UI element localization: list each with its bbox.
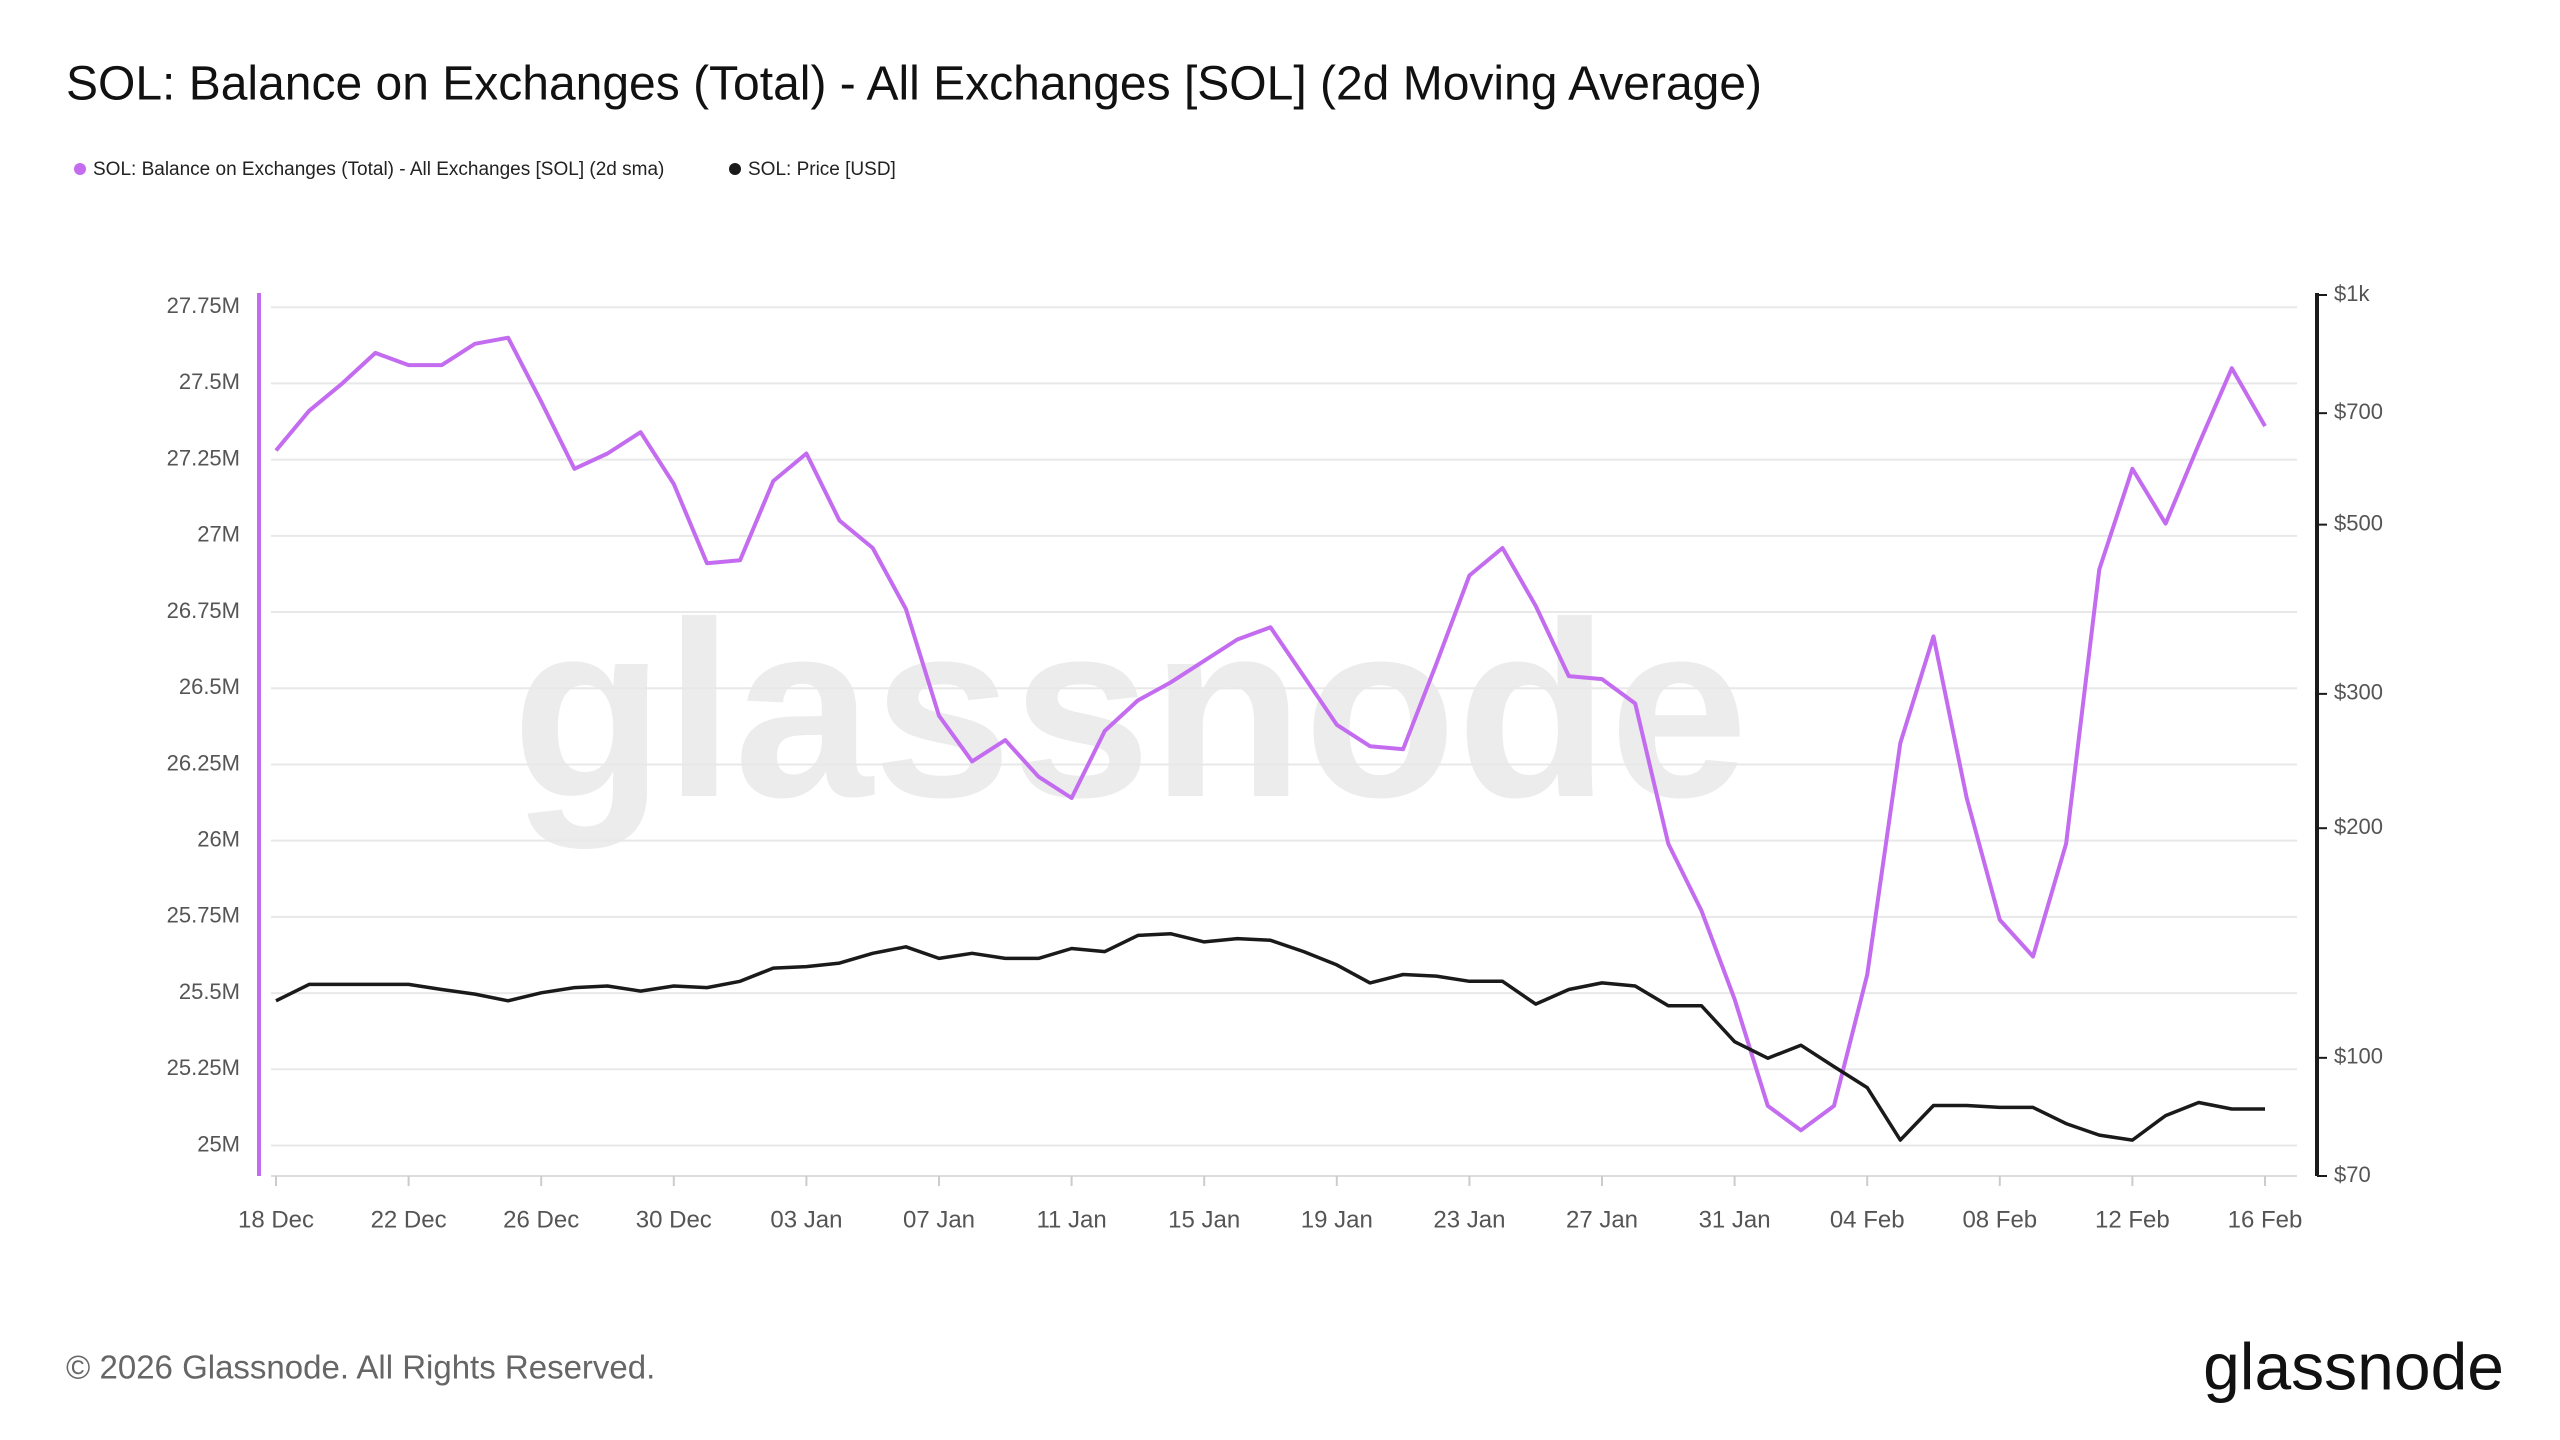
y-tick-label: 25.5M (179, 979, 240, 1004)
x-tick-label: 12 Feb (2095, 1206, 2170, 1233)
x-tick-label: 22 Dec (371, 1206, 447, 1233)
y-tick-label: 25.75M (167, 903, 240, 928)
x-tick-label: 18 Dec (238, 1206, 314, 1233)
y-tick-label: 26M (197, 826, 240, 851)
x-tick-label: 27 Jan (1566, 1206, 1638, 1233)
y-tick-label: 27.5M (179, 369, 240, 394)
x-tick-label: 04 Feb (1830, 1206, 1905, 1233)
y-tick-label: 26.75M (167, 598, 240, 623)
series-line (274, 335, 2267, 1133)
x-tick-label: 31 Jan (1699, 1206, 1771, 1233)
x-tick-label: 11 Jan (1036, 1206, 1106, 1233)
y2-tick-label: $70 (2334, 1162, 2371, 1187)
y-tick-label: 27.75M (167, 293, 240, 318)
legend-swatch (729, 163, 741, 175)
x-tick-label: 26 Dec (503, 1206, 579, 1233)
legend-label: SOL: Price [USD] (748, 159, 896, 180)
logo: glassnode (2203, 1329, 2504, 1403)
x-tick-label: 15 Jan (1168, 1206, 1240, 1233)
y2-tick-label: $200 (2334, 814, 2383, 839)
x-tick-label: 30 Dec (636, 1206, 712, 1233)
legend-label: SOL: Balance on Exchanges (Total) - All … (93, 159, 664, 180)
x-tick-label: 03 Jan (770, 1206, 842, 1233)
y-tick-label: 25.25M (167, 1055, 240, 1080)
y2-tick-label: $100 (2334, 1044, 2383, 1069)
legend-swatch (74, 163, 86, 175)
y2-tick-label: $300 (2334, 680, 2383, 705)
x-tick-label: 08 Feb (1962, 1206, 2037, 1233)
x-tick-label: 23 Jan (1433, 1206, 1505, 1233)
y-tick-label: 27.25M (167, 445, 240, 470)
x-tick-label: 07 Jan (903, 1206, 975, 1233)
series-line (275, 932, 2265, 1142)
footer: © 2026 Glassnode. All Rights Reserved. (66, 1349, 655, 1386)
y-tick-label: 27M (197, 522, 240, 547)
y2-tick-label: $500 (2334, 510, 2383, 535)
y2-tick-label: $700 (2334, 399, 2383, 424)
y-tick-label: 26.5M (179, 674, 240, 699)
y-tick-label: 25M (197, 1131, 240, 1156)
y-tick-label: 26.25M (167, 750, 240, 775)
y2-tick-label: $1k (2334, 281, 2370, 306)
x-tick-label: 19 Jan (1301, 1206, 1373, 1233)
x-tick-label: 16 Feb (2228, 1206, 2303, 1233)
chart-title: SOL: Balance on Exchanges (Total) - All … (66, 58, 1762, 111)
